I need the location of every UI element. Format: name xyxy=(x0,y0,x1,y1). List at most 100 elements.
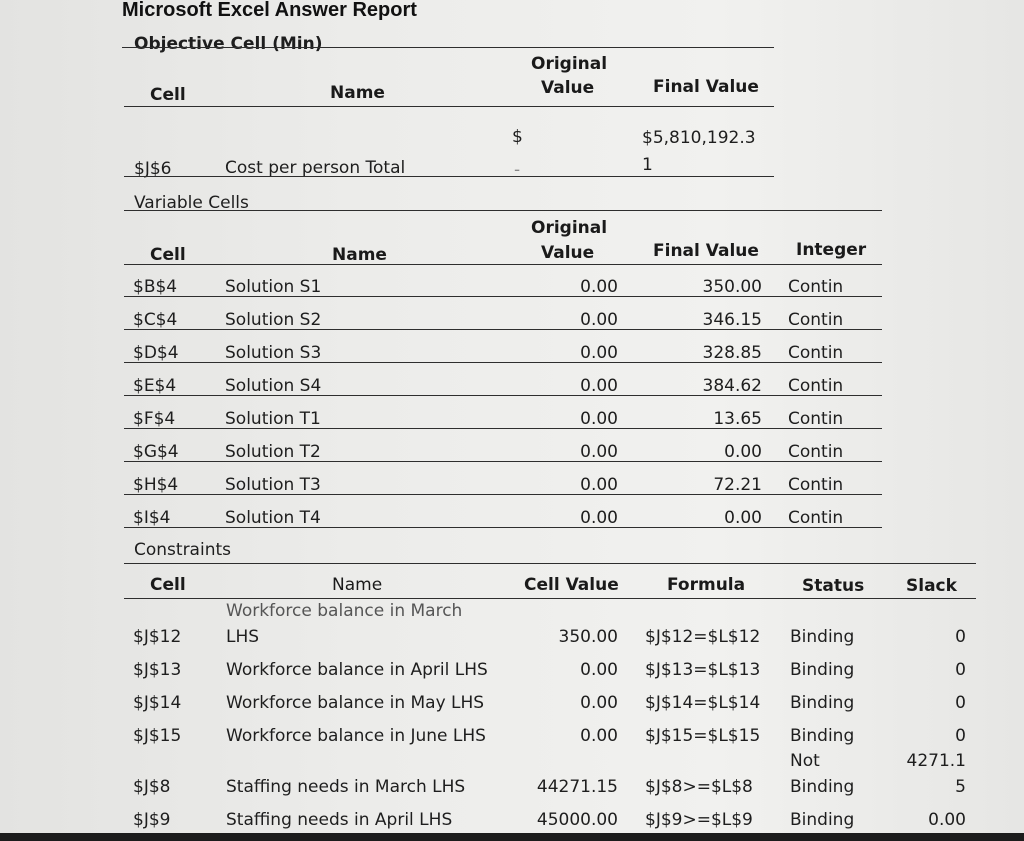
objective-header-name: Name xyxy=(330,83,385,103)
constraint-formula: $J$15=$L$15 xyxy=(645,726,761,746)
objective-header-cell: Cell xyxy=(150,85,186,105)
constraint-formula: $J$9>=$L$9 xyxy=(645,810,753,830)
objective-header-original-1: Original xyxy=(531,54,608,74)
screen-bezel xyxy=(0,833,1024,841)
variable-final-value: 0.00 xyxy=(724,442,762,462)
constraint-cell-value: 0.00 xyxy=(580,726,618,746)
constraint-name-line2: Workforce balance in June LHS xyxy=(226,726,486,746)
constraints-header-cell-value: Cell Value xyxy=(524,575,619,595)
variable-integer: Contin xyxy=(788,310,844,330)
variable-cell: $B$4 xyxy=(133,277,178,297)
objective-original-dash: - xyxy=(514,160,521,180)
constraint-cell-value: 350.00 xyxy=(558,627,618,647)
variable-integer: Contin xyxy=(788,277,844,297)
variable-name: Solution T2 xyxy=(225,442,321,462)
variable-integer: Contin xyxy=(788,442,844,462)
constraints-header-formula: Formula xyxy=(667,575,746,595)
variable-name: Solution S3 xyxy=(225,343,322,363)
constraint-status-line1: Not xyxy=(790,751,820,771)
constraint-cell: $J$12 xyxy=(133,627,182,647)
variable-header-name: Name xyxy=(332,245,387,265)
constraint-name-line2: Staffing needs in April LHS xyxy=(226,810,453,830)
constraint-formula: $J$13=$L$13 xyxy=(645,660,761,680)
constraint-status-line2: Binding xyxy=(790,627,855,647)
constraint-name-line2: Staffing needs in March LHS xyxy=(226,777,466,797)
constraints-header-rule xyxy=(124,598,976,599)
variable-row-rule xyxy=(124,494,882,495)
objective-final-line1: $5,810,192.3 xyxy=(642,128,756,148)
variable-original-value: 0.00 xyxy=(580,310,618,330)
constraint-slack-line2: 0 xyxy=(955,627,966,647)
variable-original-value: 0.00 xyxy=(580,442,618,462)
variable-name: Solution S1 xyxy=(225,277,322,297)
variable-header-integer: Integer xyxy=(796,240,867,260)
variable-row-rule xyxy=(124,527,882,528)
variable-header-original-1: Original xyxy=(531,218,608,238)
objective-section-title: Objective Cell (Min) xyxy=(134,34,323,54)
constraint-name-line2: LHS xyxy=(226,627,260,647)
variable-name: Solution S4 xyxy=(225,376,322,396)
variable-section-title: Variable Cells xyxy=(134,193,249,213)
objective-original-symbol: $ xyxy=(512,127,523,147)
variable-header-final: Final Value xyxy=(653,241,759,261)
variable-integer: Contin xyxy=(788,409,844,429)
variable-header-cell: Cell xyxy=(150,245,186,265)
constraint-formula: $J$8>=$L$8 xyxy=(645,777,753,797)
constraint-cell: $J$13 xyxy=(133,660,182,680)
variable-row-rule xyxy=(124,329,882,330)
variable-original-value: 0.00 xyxy=(580,508,618,528)
variable-name: Solution S2 xyxy=(225,310,322,330)
report-title: Microsoft Excel Answer Report xyxy=(122,0,417,21)
constraint-slack-line2: 5 xyxy=(955,777,966,797)
variable-cell: $E$4 xyxy=(133,376,177,396)
variable-cell: $G$4 xyxy=(133,442,179,462)
objective-header-final: Final Value xyxy=(653,77,759,97)
variable-integer: Contin xyxy=(788,343,844,363)
constraints-section-title: Constraints xyxy=(134,540,231,560)
constraint-formula: $J$12=$L$12 xyxy=(645,627,761,647)
constraint-name-line1: Workforce balance in March xyxy=(226,601,463,621)
variable-row-rule xyxy=(124,296,882,297)
constraint-name-line2: Workforce balance in April LHS xyxy=(226,660,488,680)
variable-final-value: 0.00 xyxy=(724,508,762,528)
variable-row-rule xyxy=(124,428,882,429)
variable-header-rule xyxy=(124,264,882,265)
constraint-cell-value: 45000.00 xyxy=(536,810,618,830)
constraints-header-name: Name xyxy=(332,575,383,595)
constraint-status-line2: Binding xyxy=(790,660,855,680)
variable-final-value: 346.15 xyxy=(702,310,762,330)
objective-section-rule xyxy=(122,47,774,48)
constraint-cell: $J$15 xyxy=(133,726,182,746)
objective-header-original-2: Value xyxy=(541,78,595,98)
variable-cell: $F$4 xyxy=(133,409,176,429)
objective-final-line2: 1 xyxy=(642,155,653,175)
constraint-cell-value: 44271.15 xyxy=(536,777,618,797)
constraints-header-cell: Cell xyxy=(150,575,186,595)
variable-row-rule xyxy=(124,395,882,396)
constraint-cell: $J$9 xyxy=(133,810,171,830)
constraint-status-line2: Binding xyxy=(790,810,855,830)
constraint-cell: $J$14 xyxy=(133,693,182,713)
constraint-slack-line2: 0 xyxy=(955,693,966,713)
variable-original-value: 0.00 xyxy=(580,343,618,363)
variable-row-rule xyxy=(124,461,882,462)
variable-original-value: 0.00 xyxy=(580,475,618,495)
variable-final-value: 350.00 xyxy=(702,277,762,297)
variable-final-value: 384.62 xyxy=(702,376,762,396)
variable-name: Solution T4 xyxy=(225,508,321,528)
variable-original-value: 0.00 xyxy=(580,409,618,429)
constraint-slack-line2: 0 xyxy=(955,726,966,746)
constraint-slack-line1: 4271.1 xyxy=(906,751,966,771)
constraint-name-line2: Workforce balance in May LHS xyxy=(226,693,485,713)
objective-header-rule xyxy=(124,106,774,107)
variable-cell: $D$4 xyxy=(133,343,179,363)
variable-original-value: 0.00 xyxy=(580,376,618,396)
objective-name: Cost per person Total xyxy=(225,158,406,178)
constraints-section-rule xyxy=(124,563,976,564)
variable-section-rule xyxy=(124,210,882,211)
variable-integer: Contin xyxy=(788,508,844,528)
variable-header-original-2: Value xyxy=(541,243,595,263)
variable-integer: Contin xyxy=(788,475,844,495)
variable-name: Solution T1 xyxy=(225,409,321,429)
constraints-header-status: Status xyxy=(802,576,865,596)
